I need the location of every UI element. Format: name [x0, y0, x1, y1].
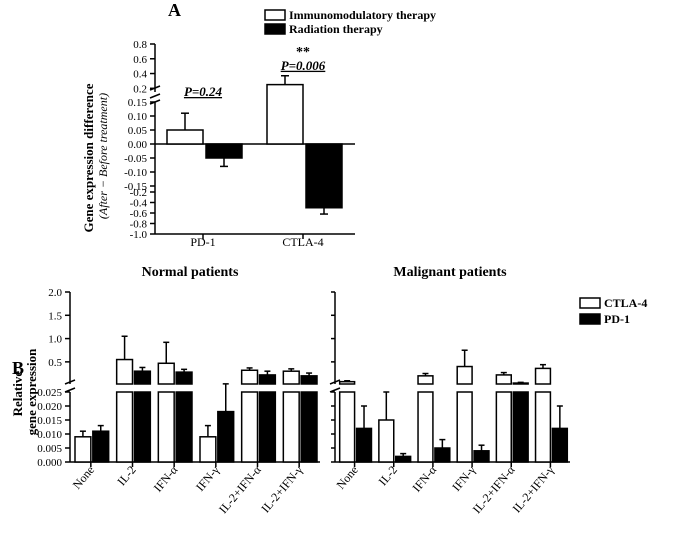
svg-text:0.020: 0.020 — [37, 401, 62, 413]
panel-a-legend: Immunomodulatory therapy Radiation thera… — [265, 8, 436, 36]
svg-text:1.5: 1.5 — [48, 310, 62, 322]
svg-text:-0.4: -0.4 — [130, 198, 148, 210]
svg-text:2.0: 2.0 — [48, 287, 62, 299]
category-label: PD-1 — [190, 235, 215, 249]
panel-b-title-normal: Normal patients — [142, 265, 239, 280]
category-label: IL-2+IFN-γ — [510, 462, 558, 515]
legend-radiation: Radiation therapy — [289, 22, 383, 36]
category-label: IL-2+IFN-γ — [258, 462, 306, 515]
svg-text:-0.10: -0.10 — [124, 167, 147, 179]
svg-text:0.000: 0.000 — [37, 457, 62, 469]
panel-b-chart: Relative gene expression Normal patients… — [0, 262, 700, 552]
legend-ctla4: CTLA-4 — [604, 296, 647, 310]
svg-text:0.010: 0.010 — [37, 429, 62, 441]
pvalue-annotation: P=0.24 — [184, 84, 223, 99]
bar — [306, 144, 342, 208]
category-label: IL-2 — [114, 463, 138, 488]
category-label: None — [333, 463, 360, 492]
category-label: IL-2+IFN-α — [216, 462, 264, 516]
category-label: IFN-α — [409, 462, 439, 494]
svg-text:-0.6: -0.6 — [130, 208, 148, 220]
category-label: IFN-α — [151, 462, 181, 494]
panel-b-legend: CTLA-4 PD-1 — [580, 296, 647, 326]
svg-text:-1.0: -1.0 — [130, 229, 148, 241]
svg-text:-0.05: -0.05 — [124, 153, 147, 165]
panel-b-title-malignant: Malignant patients — [393, 265, 507, 280]
svg-text:-0.15: -0.15 — [124, 181, 147, 193]
svg-text:0.005: 0.005 — [37, 443, 62, 455]
svg-text:0.10: 0.10 — [128, 111, 148, 123]
svg-text:0.4: 0.4 — [133, 69, 147, 81]
bar — [267, 85, 303, 144]
svg-text:0.2: 0.2 — [133, 83, 147, 95]
svg-text:-0.8: -0.8 — [130, 219, 148, 231]
legend-immunomodulatory: Immunomodulatory therapy — [289, 8, 436, 22]
bar — [167, 130, 203, 144]
svg-text:0.15: 0.15 — [128, 97, 148, 109]
svg-text:0.8: 0.8 — [133, 39, 147, 51]
panel-a-ylabel: Gene expression difference (After − Befo… — [80, 80, 110, 233]
category-label: None — [70, 463, 97, 492]
category-label: IL-2 — [376, 463, 400, 488]
pvalue-annotation: P=0.006 — [281, 58, 326, 73]
category-label: CTLA-4 — [282, 235, 323, 249]
panel-a-upper-ticks: 0.2 0.4 0.6 0.8 — [133, 39, 155, 95]
panel-b-ylabel: Relative gene expression — [10, 348, 39, 436]
svg-text:1.0: 1.0 — [48, 334, 62, 346]
svg-text:0.025: 0.025 — [37, 387, 62, 399]
svg-text:0.5: 0.5 — [48, 357, 62, 369]
panel-a-lower-ticks: -1.0-0.8-0.6-0.4-0.2-0.15-0.10-0.050.000… — [124, 97, 155, 241]
panel-a-chart: Immunomodulatory therapy Radiation thera… — [75, 6, 505, 256]
category-label: IFN-γ — [449, 462, 479, 493]
svg-text:0.6: 0.6 — [133, 54, 147, 66]
svg-text:0.015: 0.015 — [37, 415, 62, 427]
svg-text:0.00: 0.00 — [128, 139, 148, 151]
svg-text:0.05: 0.05 — [128, 125, 148, 137]
bar — [206, 144, 242, 158]
category-label: IFN-γ — [193, 462, 223, 493]
legend-pd1: PD-1 — [604, 312, 630, 326]
